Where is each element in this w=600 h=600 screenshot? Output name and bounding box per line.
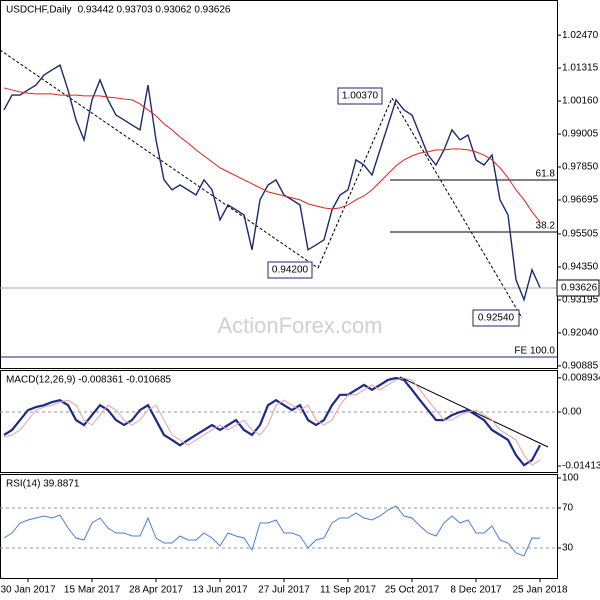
panel-title: RSI(14) 39.8871 — [6, 479, 80, 490]
x-tick-label: 13 Jun 2017 — [192, 585, 247, 596]
annotation-box — [337, 87, 383, 105]
y-tick-label: 30 — [562, 543, 574, 554]
annotation-box — [472, 309, 520, 327]
trendline — [391, 97, 523, 319]
trendline — [0, 49, 319, 269]
x-tick-label: 28 Apr 2017 — [129, 585, 183, 596]
y-tick-label: 0.95505 — [562, 229, 599, 240]
level-label: FE 100.0 — [514, 346, 555, 357]
x-tick-label: 25 Oct 2017 — [385, 585, 440, 596]
x-tick-label: 8 Dec 2017 — [450, 585, 502, 596]
y-tick-label: 0.92040 — [562, 328, 599, 339]
y-tick-label: 1.01315 — [562, 63, 599, 74]
y-tick-label: 0.99005 — [562, 129, 599, 140]
y-tick-label: 0.96695 — [562, 195, 599, 206]
series-line — [3, 505, 541, 557]
y-tick-label: 1.00160 — [562, 96, 599, 107]
series-line — [3, 87, 541, 223]
level-label: 38.2 — [536, 221, 556, 232]
y-tick-label: 100 — [562, 473, 579, 484]
ohlc-label: 0.93442 0.93703 0.93062 0.93626 — [78, 5, 231, 16]
annotation-box — [267, 261, 313, 279]
last-price-box — [556, 279, 600, 297]
panel-title: USDCHF,Daily — [6, 5, 72, 16]
annotation: 0.94200 — [272, 265, 309, 276]
x-tick-label: 15 Mar 2017 — [64, 585, 121, 596]
x-tick-label: 30 Jan 2017 — [0, 585, 55, 596]
y-tick-label: 0.008934 — [562, 373, 600, 384]
trendline — [399, 376, 549, 448]
panel-frame — [0, 370, 558, 473]
x-tick-label: 25 Jan 2018 — [512, 585, 567, 596]
level-label: 61.8 — [536, 169, 556, 180]
y-tick-label: 0.94350 — [562, 262, 599, 273]
series-line — [3, 376, 541, 467]
y-tick-label: 0.93195 — [562, 295, 599, 306]
annotation: 1.00370 — [342, 91, 379, 102]
x-tick-label: 27 Jul 2017 — [258, 585, 310, 596]
y-tick-label: 0.00 — [562, 407, 582, 418]
y-tick-label: 70 — [562, 503, 574, 514]
trendline — [317, 97, 393, 269]
annotation: 0.92540 — [478, 313, 515, 324]
y-tick-label: 0.90885 — [562, 360, 599, 371]
last-price-label: 0.93626 — [561, 283, 598, 294]
watermark: ActionForex.com — [217, 313, 382, 338]
series-line — [3, 377, 541, 466]
panel-frame — [0, 474, 558, 579]
x-tick-label: 11 Sep 2017 — [320, 585, 376, 596]
y-tick-label: -0.014136 — [562, 461, 600, 472]
panel-frame — [0, 0, 558, 369]
panel-title: MACD(12,26,9) -0.008361 -0.010685 — [6, 375, 172, 386]
series-line — [3, 64, 541, 302]
y-tick-label: 0.97850 — [562, 162, 599, 173]
y-tick-label: 1.02470 — [562, 30, 599, 41]
